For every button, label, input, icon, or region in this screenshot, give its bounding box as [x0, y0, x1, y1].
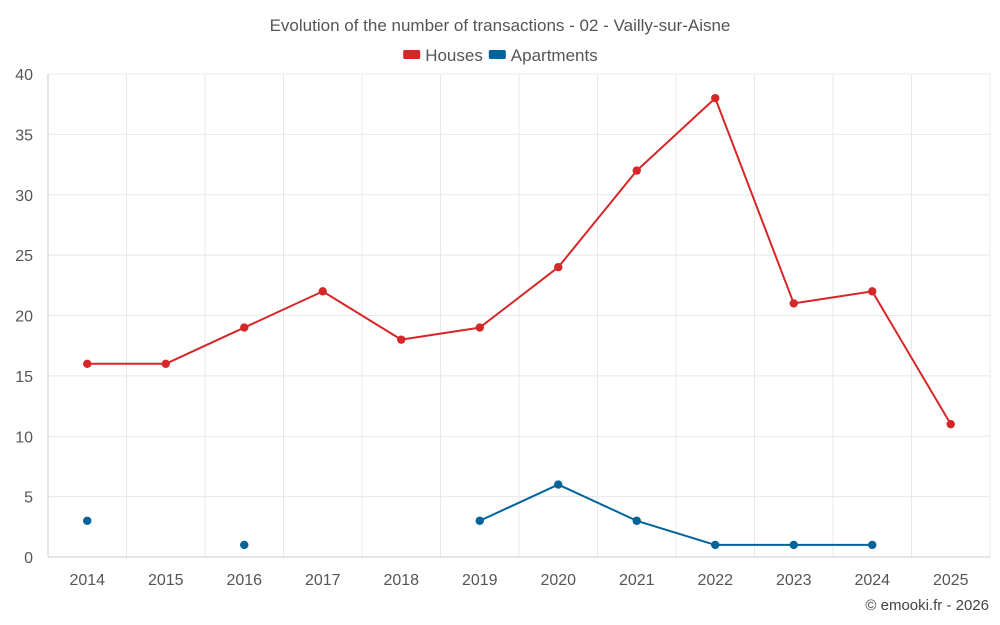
- y-tick-label: 25: [15, 248, 33, 265]
- legend-item-apartments[interactable]: Apartments: [488, 46, 598, 65]
- chart-title: Evolution of the number of transactions …: [270, 16, 731, 35]
- x-tick-label: 2024: [854, 572, 890, 589]
- x-tick-label: 2021: [619, 572, 655, 589]
- legend-swatch: [488, 50, 506, 59]
- houses-line: [87, 97, 952, 425]
- legend: Houses Apartments: [403, 46, 598, 65]
- apartments-point[interactable]: [632, 516, 641, 525]
- apartments-line: [479, 483, 873, 546]
- apartments-point[interactable]: [240, 540, 249, 550]
- apartments-point[interactable]: [554, 480, 563, 489]
- houses-point[interactable]: [789, 299, 798, 308]
- houses-point[interactable]: [868, 287, 877, 296]
- x-tick-label: 2019: [462, 572, 498, 589]
- apartments-point[interactable]: [789, 540, 798, 550]
- houses-point[interactable]: [632, 166, 641, 175]
- x-tick-label: 2014: [69, 572, 105, 589]
- apartments-point[interactable]: [711, 540, 720, 550]
- legend-item-houses[interactable]: Houses: [403, 46, 483, 65]
- credit-text: © emooki.fr - 2026: [865, 597, 989, 614]
- apartments-point[interactable]: [83, 516, 92, 525]
- y-tick-label: 10: [15, 429, 33, 446]
- series-layer: [83, 93, 955, 550]
- grid: [47, 73, 991, 557]
- houses-point[interactable]: [161, 359, 170, 368]
- houses-point[interactable]: [397, 335, 406, 344]
- apartments-point[interactable]: [475, 516, 484, 525]
- y-tick-label: 40: [15, 67, 33, 84]
- apartments-point[interactable]: [868, 540, 877, 550]
- houses-point[interactable]: [554, 263, 563, 272]
- x-tick-label: 2017: [305, 572, 341, 589]
- y-tick-label: 20: [15, 309, 33, 326]
- houses-point[interactable]: [946, 419, 955, 429]
- x-tick-label: 2025: [933, 572, 969, 589]
- x-tick-label: 2016: [226, 572, 262, 589]
- legend-label: Apartments: [511, 46, 598, 65]
- y-tick-label: 30: [15, 188, 33, 205]
- y-tick-label: 15: [15, 369, 33, 386]
- houses-point[interactable]: [475, 323, 484, 332]
- y-tick-label: 5: [24, 490, 33, 507]
- y-tick-label: 0: [24, 550, 33, 567]
- houses-point[interactable]: [318, 287, 327, 296]
- x-tick-label: 2023: [776, 572, 812, 589]
- houses-point[interactable]: [711, 93, 720, 103]
- houses-point[interactable]: [240, 323, 249, 332]
- x-tick-label: 2018: [383, 572, 419, 589]
- legend-swatch: [403, 50, 421, 59]
- x-tick-label: 2020: [540, 572, 576, 589]
- x-tick-label: 2022: [697, 572, 733, 589]
- y-tick-label: 35: [15, 127, 33, 144]
- houses-point[interactable]: [83, 359, 92, 368]
- x-tick-label: 2015: [148, 572, 184, 589]
- legend-label: Houses: [425, 46, 483, 65]
